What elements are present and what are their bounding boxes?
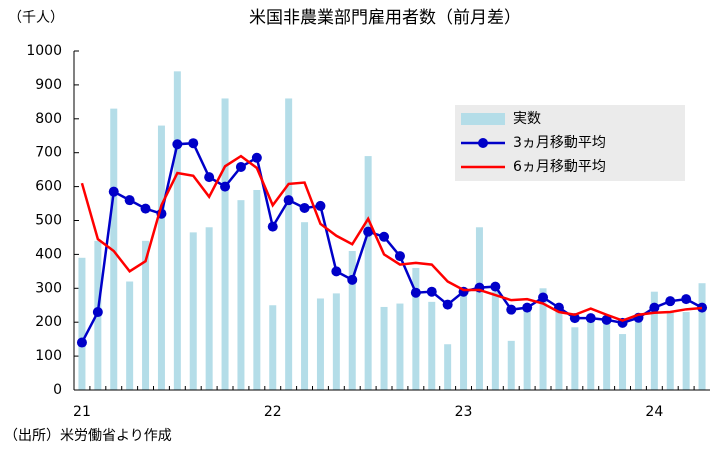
y-tick-label: 900 xyxy=(35,77,62,93)
bar xyxy=(348,251,356,390)
bar xyxy=(396,303,404,390)
bar xyxy=(126,281,134,390)
source-note: （出所）米労働省より作成 xyxy=(4,428,172,444)
marker xyxy=(506,304,517,315)
bar xyxy=(142,240,150,390)
marker xyxy=(394,251,405,262)
marker xyxy=(251,152,262,163)
legend-marker xyxy=(478,138,488,148)
bar xyxy=(428,301,436,390)
marker xyxy=(522,302,533,313)
legend-label: 3ヵ月移動平均 xyxy=(513,135,606,151)
line xyxy=(80,141,703,344)
bar xyxy=(619,334,627,390)
bar xyxy=(666,312,674,390)
bar xyxy=(650,291,658,390)
bar xyxy=(460,288,468,390)
y-axis-label: （千人） xyxy=(8,10,64,26)
marker xyxy=(92,307,103,318)
y-tick-label: 500 xyxy=(35,213,62,229)
marker xyxy=(649,302,660,313)
x-tick-label: 23 xyxy=(455,404,473,420)
marker xyxy=(108,186,119,197)
marker xyxy=(379,231,390,242)
y-tick-label: 800 xyxy=(35,111,62,127)
marker xyxy=(426,286,437,297)
bar xyxy=(412,267,420,390)
marker xyxy=(299,202,310,213)
bar xyxy=(634,322,642,390)
bar xyxy=(523,305,531,390)
bar xyxy=(269,305,277,390)
bar xyxy=(571,327,579,390)
bar xyxy=(380,306,388,390)
x-tick-label: 21 xyxy=(73,404,91,420)
marker xyxy=(569,313,580,324)
bar xyxy=(507,340,515,390)
marker xyxy=(490,281,501,292)
marker xyxy=(681,294,692,305)
marker xyxy=(331,266,342,277)
y-tick-label: 400 xyxy=(35,246,62,262)
bar xyxy=(253,189,261,390)
y-tick-label: 1000 xyxy=(26,43,62,59)
bar xyxy=(698,283,706,390)
bar xyxy=(332,293,340,390)
marker xyxy=(220,181,231,192)
marker xyxy=(204,172,215,183)
y-tick-label: 100 xyxy=(35,348,62,364)
bar xyxy=(555,308,563,390)
marker xyxy=(172,139,183,150)
bar xyxy=(173,71,181,390)
x-tick-label: 24 xyxy=(645,404,663,420)
y-tick-label: 600 xyxy=(35,179,62,195)
y-tick-label: 300 xyxy=(35,280,62,296)
legend-label: 実数 xyxy=(513,111,541,127)
y-tick-label: 700 xyxy=(35,145,62,161)
marker xyxy=(442,299,453,310)
marker xyxy=(283,195,294,206)
marker xyxy=(76,337,87,348)
bar xyxy=(364,156,372,390)
marker xyxy=(235,161,246,172)
bar xyxy=(444,344,452,390)
x-tick-label: 22 xyxy=(264,404,282,420)
bar xyxy=(301,222,309,390)
marker xyxy=(538,292,549,303)
bar xyxy=(157,125,165,390)
marker xyxy=(140,203,151,214)
bar xyxy=(189,232,197,390)
marker xyxy=(697,302,708,313)
marker xyxy=(315,200,326,211)
marker xyxy=(267,221,278,232)
legend-label: 6ヵ月移動平均 xyxy=(513,159,606,175)
bar xyxy=(682,312,690,390)
marker xyxy=(410,287,421,298)
bar xyxy=(205,227,213,390)
bar xyxy=(475,227,483,390)
bar xyxy=(110,108,118,390)
bar xyxy=(603,315,611,390)
bar xyxy=(539,288,547,390)
y-tick-label: 200 xyxy=(35,314,62,330)
legend-swatch xyxy=(461,113,505,125)
bar xyxy=(78,257,86,390)
line xyxy=(80,154,703,322)
bar xyxy=(316,298,324,390)
bar xyxy=(587,318,595,390)
marker xyxy=(585,313,596,324)
bar xyxy=(237,200,245,390)
bar xyxy=(221,98,229,391)
marker xyxy=(363,226,374,237)
chart-title: 米国非農業部門雇用者数（前月差） xyxy=(249,8,521,28)
bar xyxy=(491,291,499,390)
marker xyxy=(665,296,676,307)
y-tick-label: 0 xyxy=(53,382,62,398)
marker xyxy=(601,314,612,325)
marker xyxy=(188,138,199,149)
marker xyxy=(347,274,358,285)
bar xyxy=(285,98,293,391)
marker xyxy=(124,195,135,206)
